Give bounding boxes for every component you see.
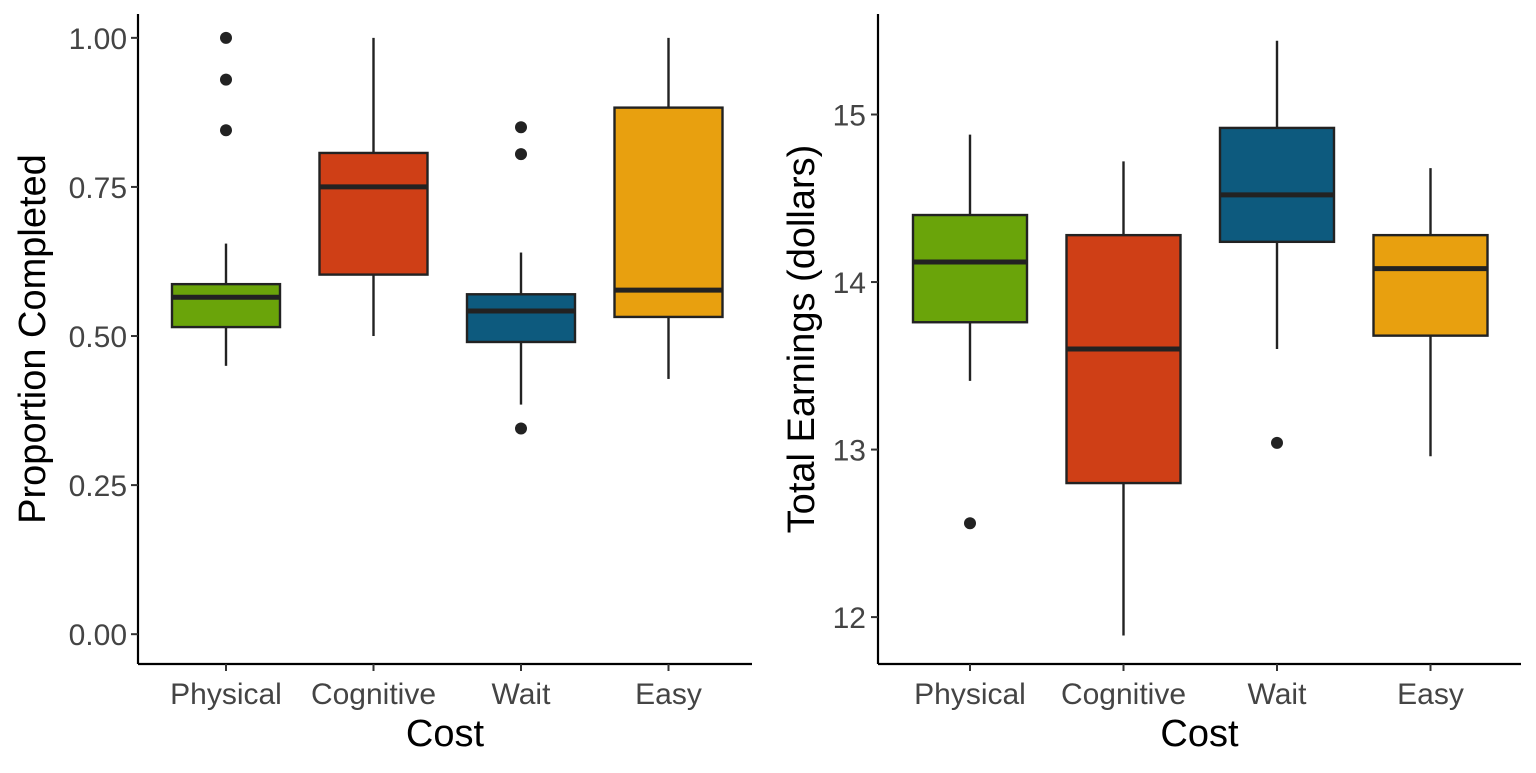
box-physical (170, 31, 282, 366)
outlier-point (515, 121, 527, 134)
y-tick-label: 0.25 (69, 470, 127, 503)
y-tick-label: 0.75 (69, 172, 127, 205)
y-tick-label: 1.00 (69, 23, 127, 56)
y-tick-label: 15 (833, 100, 866, 133)
y-tick-label: 12 (833, 602, 866, 635)
x-axis-title: Cost (1160, 713, 1239, 755)
outlier-point (515, 148, 527, 161)
panel-total-earnings: 12 13 14 15 Physical Cognitive Wait Easy Cost Tot… (781, 14, 1521, 755)
iqr-box (613, 106, 724, 319)
y-axis-title: Total Earnings (dollars) (781, 145, 823, 534)
x-axis-title: Cost (406, 713, 485, 755)
x-tick-label: Wait (492, 678, 552, 711)
x-tick-label: Physical (170, 678, 282, 711)
panel-proportion-completed: 0.00 0.25 0.50 0.75 1.00 Physical Cognitive Wai… (12, 14, 752, 755)
iqr-box (170, 282, 282, 329)
iqr-box (465, 293, 577, 344)
y-tick-label: 0.00 (69, 619, 127, 652)
outlier-point (964, 517, 976, 530)
x-tick-label: Wait (1248, 678, 1308, 711)
box-physical (911, 134, 1029, 530)
iqr-box (1218, 126, 1336, 244)
iqr-box (1065, 233, 1182, 485)
box-wait (1218, 40, 1336, 449)
x-tick-label: Physical (914, 678, 1026, 711)
box-easy (1372, 168, 1489, 457)
box-cognitive (1065, 161, 1182, 636)
outlier-point (220, 31, 232, 44)
iqr-box (911, 213, 1029, 324)
box-easy (613, 37, 724, 379)
iqr-box (318, 151, 429, 276)
outlier-point (220, 73, 232, 86)
box-cognitive (318, 37, 429, 337)
x-tick-label: Easy (1397, 678, 1464, 711)
y-tick-label: 14 (833, 267, 866, 300)
box-wait (465, 121, 577, 435)
iqr-box (1372, 233, 1489, 337)
y-tick-label: 0.50 (69, 321, 127, 354)
x-tick-label: Cognitive (311, 678, 436, 711)
outlier-point (515, 422, 527, 435)
outlier-point (1271, 436, 1283, 449)
x-tick-label: Easy (635, 678, 702, 711)
outlier-point (220, 124, 232, 137)
x-tick-label: Cognitive (1061, 678, 1186, 711)
y-axis-title: Proportion Completed (12, 154, 54, 524)
y-tick-label: 13 (833, 435, 866, 468)
